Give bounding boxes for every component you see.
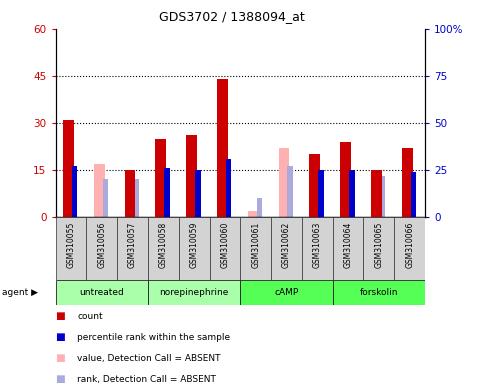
Text: GSM310061: GSM310061 bbox=[251, 222, 260, 268]
Bar bbox=[271, 217, 302, 280]
Bar bbox=[217, 79, 228, 217]
Bar bbox=[164, 168, 170, 217]
Bar bbox=[117, 217, 148, 280]
Text: GSM310057: GSM310057 bbox=[128, 222, 137, 268]
Bar bbox=[380, 175, 385, 217]
Text: ■: ■ bbox=[56, 332, 65, 342]
Text: ■: ■ bbox=[56, 311, 65, 321]
Text: GSM310062: GSM310062 bbox=[282, 222, 291, 268]
Bar bbox=[240, 280, 333, 305]
Text: GSM310066: GSM310066 bbox=[405, 222, 414, 268]
Bar bbox=[86, 217, 117, 280]
Text: GDS3702 / 1388094_at: GDS3702 / 1388094_at bbox=[159, 10, 305, 23]
Bar bbox=[333, 217, 364, 280]
Text: forskolin: forskolin bbox=[360, 288, 398, 297]
Text: GSM310055: GSM310055 bbox=[67, 222, 75, 268]
Bar bbox=[94, 164, 105, 217]
Bar bbox=[56, 217, 86, 280]
Text: GSM310058: GSM310058 bbox=[159, 222, 168, 268]
Text: ■: ■ bbox=[56, 374, 65, 384]
Bar bbox=[195, 170, 200, 217]
Text: count: count bbox=[77, 311, 103, 321]
Bar bbox=[156, 139, 166, 217]
Text: norepinephrine: norepinephrine bbox=[159, 288, 229, 297]
Bar bbox=[411, 172, 416, 217]
Bar bbox=[302, 217, 333, 280]
Bar bbox=[349, 170, 355, 217]
Bar bbox=[279, 148, 289, 217]
Bar bbox=[148, 280, 241, 305]
Text: untreated: untreated bbox=[79, 288, 124, 297]
Bar bbox=[226, 159, 231, 217]
Bar bbox=[103, 179, 108, 217]
Text: GSM310065: GSM310065 bbox=[374, 222, 384, 268]
Text: agent ▶: agent ▶ bbox=[2, 288, 39, 297]
Bar bbox=[248, 211, 258, 217]
Text: rank, Detection Call = ABSENT: rank, Detection Call = ABSENT bbox=[77, 375, 216, 384]
Bar bbox=[287, 166, 293, 217]
Bar bbox=[394, 217, 425, 280]
Bar bbox=[72, 166, 77, 217]
Bar bbox=[179, 217, 210, 280]
Bar bbox=[364, 217, 394, 280]
Bar bbox=[256, 198, 262, 217]
Bar bbox=[310, 154, 320, 217]
Text: GSM310059: GSM310059 bbox=[190, 222, 199, 268]
Text: ■: ■ bbox=[56, 353, 65, 363]
Bar bbox=[125, 170, 135, 217]
Bar bbox=[133, 179, 139, 217]
Bar bbox=[210, 217, 240, 280]
Text: GSM310060: GSM310060 bbox=[220, 222, 229, 268]
Bar bbox=[371, 170, 382, 217]
Bar bbox=[240, 217, 271, 280]
Bar bbox=[340, 142, 351, 217]
Bar bbox=[148, 217, 179, 280]
Bar bbox=[63, 120, 74, 217]
Bar bbox=[186, 136, 197, 217]
Bar bbox=[56, 280, 148, 305]
Text: percentile rank within the sample: percentile rank within the sample bbox=[77, 333, 230, 342]
Text: value, Detection Call = ABSENT: value, Detection Call = ABSENT bbox=[77, 354, 221, 363]
Bar bbox=[333, 280, 425, 305]
Text: GSM310056: GSM310056 bbox=[97, 222, 106, 268]
Text: cAMP: cAMP bbox=[274, 288, 298, 297]
Bar bbox=[318, 170, 324, 217]
Text: GSM310063: GSM310063 bbox=[313, 222, 322, 268]
Text: GSM310064: GSM310064 bbox=[343, 222, 353, 268]
Bar bbox=[402, 148, 412, 217]
